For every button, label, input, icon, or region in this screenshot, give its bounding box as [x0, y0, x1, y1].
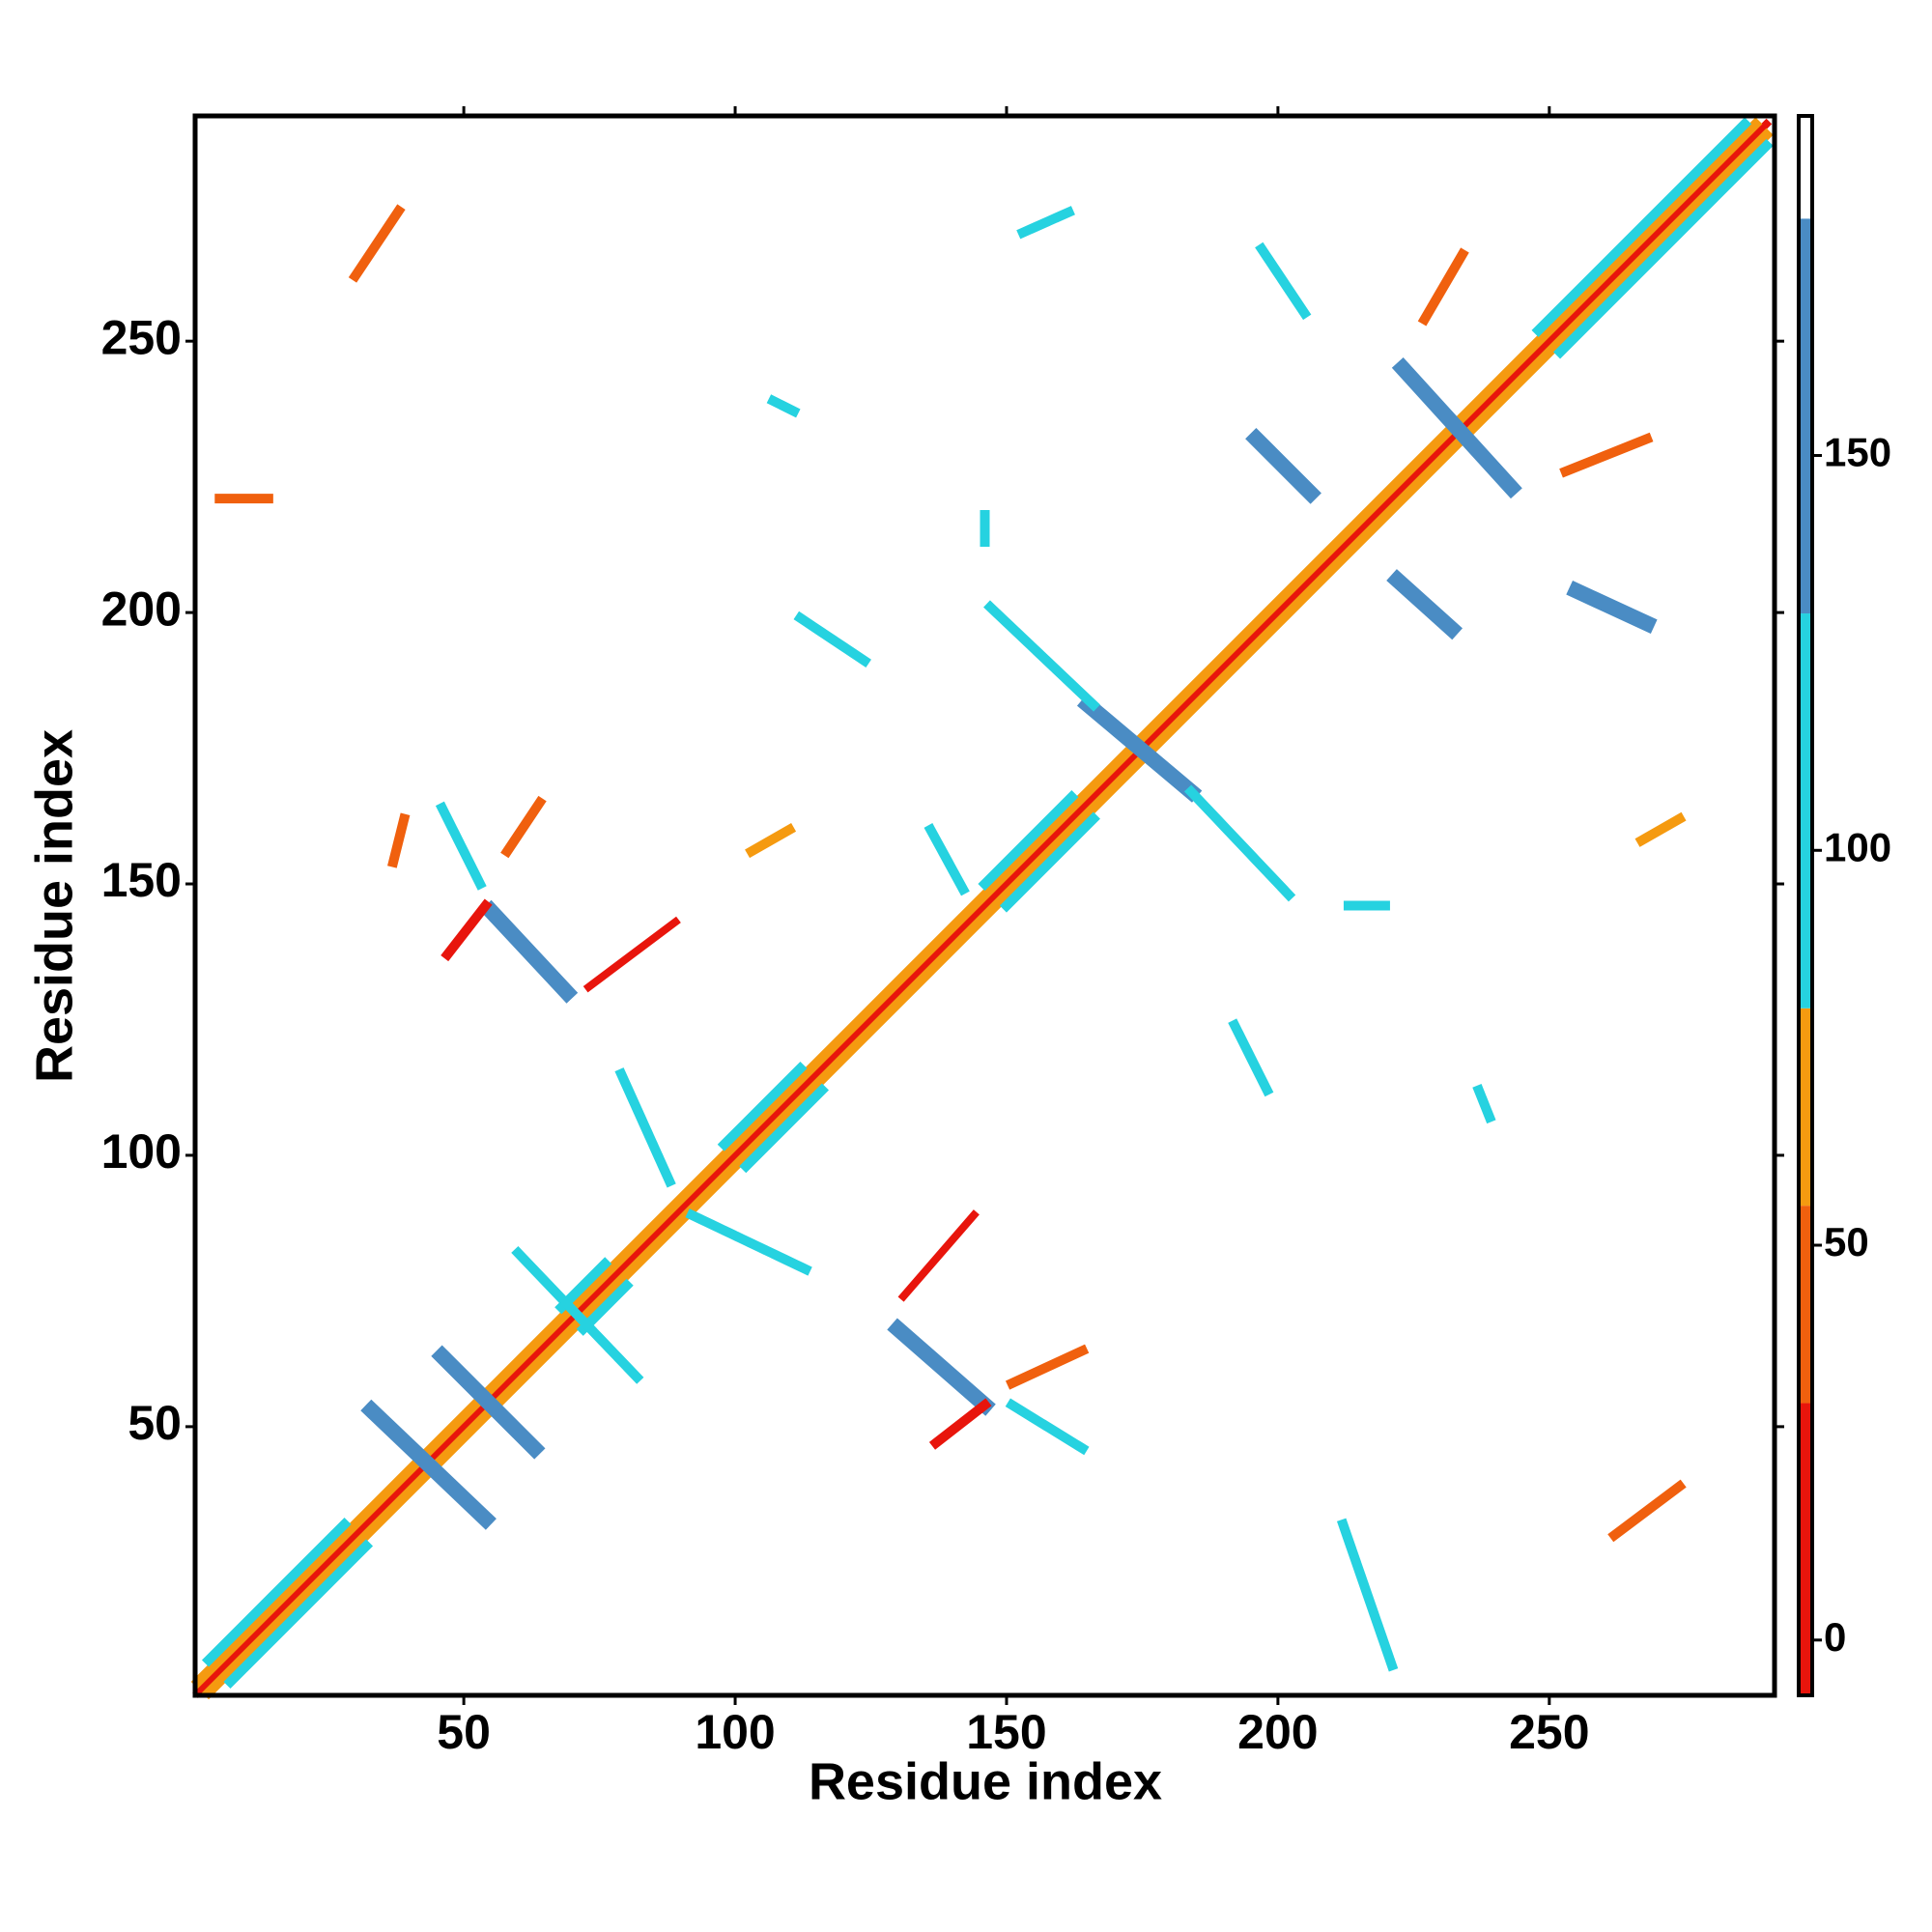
x-axis-title: Residue index: [809, 1752, 1162, 1810]
plot-area: [190, 117, 1774, 1700]
contact-band: [192, 118, 1773, 1698]
colorbar-band: [1801, 116, 1810, 219]
contact-band: [928, 1398, 992, 1450]
contact-band: [978, 790, 1079, 892]
colorbar-tick-label: 100: [1824, 824, 1891, 869]
plot-frame: [192, 113, 1777, 1698]
contact-band: [1245, 427, 1321, 504]
colorbar-tick-label: 150: [1824, 430, 1891, 475]
contact-band: [582, 916, 681, 993]
contact-band: [897, 1209, 980, 1302]
contact-band: [440, 898, 493, 962]
contact-band: [1417, 247, 1469, 327]
contact-band: [1016, 204, 1078, 240]
contact-band: [1005, 1398, 1090, 1456]
contact-band: [1076, 694, 1203, 803]
contact-band: [983, 600, 1100, 712]
contact-band: [190, 117, 1763, 1690]
x-tick-label: 200: [1237, 1705, 1318, 1759]
contact-band: [201, 1517, 352, 1667]
contact-band: [223, 1539, 374, 1690]
y-tick-label: 150: [101, 853, 182, 907]
y-tick-label: 100: [101, 1124, 182, 1179]
contact-band: [887, 1318, 996, 1416]
contact-band: [1552, 138, 1774, 359]
contact-band: [1566, 581, 1658, 634]
contact-band: [739, 1083, 830, 1174]
contact-band: [479, 899, 579, 1004]
contact-band: [766, 394, 802, 418]
contact-band: [1559, 432, 1654, 478]
colorbar-band: [1801, 1403, 1810, 1695]
contact-band: [387, 812, 411, 868]
contact-band: [1336, 1518, 1399, 1672]
x-tick-label: 250: [1509, 1705, 1589, 1759]
contact-band: [1531, 117, 1752, 338]
contact-band: [685, 1208, 812, 1276]
colorbar-band: [1801, 1206, 1810, 1404]
y-tick-label: 200: [101, 582, 182, 636]
y-axis-title: Residue index: [25, 729, 83, 1083]
x-tick-label: 50: [437, 1705, 491, 1759]
x-tick-label: 150: [966, 1705, 1046, 1759]
contact-band: [1607, 1479, 1687, 1543]
y-tick-label: 50: [128, 1396, 182, 1450]
contact-band: [431, 1345, 546, 1460]
contact-band: [1634, 811, 1687, 847]
contact-band: [435, 801, 487, 891]
contact-band: [348, 204, 406, 283]
contact-band: [360, 1399, 497, 1530]
contact-band: [999, 811, 1100, 913]
colorbar-tick-label: 0: [1824, 1614, 1846, 1660]
contact-band: [500, 795, 547, 859]
contact-band: [511, 1246, 644, 1385]
contact-band: [923, 823, 970, 896]
colorbar-frame: [1797, 114, 1814, 1697]
contact-band: [614, 1067, 677, 1189]
contact-band: [1386, 569, 1463, 640]
contact-band: [793, 611, 872, 668]
contact-band: [1472, 1084, 1496, 1124]
contact-band: [745, 823, 797, 859]
contact-band: [1391, 356, 1522, 499]
colorbar-band: [1801, 218, 1810, 614]
colorbar-band: [1801, 1008, 1810, 1207]
contact-band: [1255, 242, 1312, 322]
contact-band: [1005, 1344, 1090, 1390]
colorbar-tick-label: 50: [1824, 1219, 1869, 1264]
contact-band: [717, 1061, 808, 1151]
y-tick-label: 250: [101, 310, 182, 364]
colorbar-band: [1801, 613, 1810, 1009]
contact-band: [1183, 784, 1296, 902]
contact-band: [1228, 1018, 1274, 1097]
x-tick-label: 100: [695, 1705, 775, 1759]
contact-band: [201, 128, 1774, 1700]
